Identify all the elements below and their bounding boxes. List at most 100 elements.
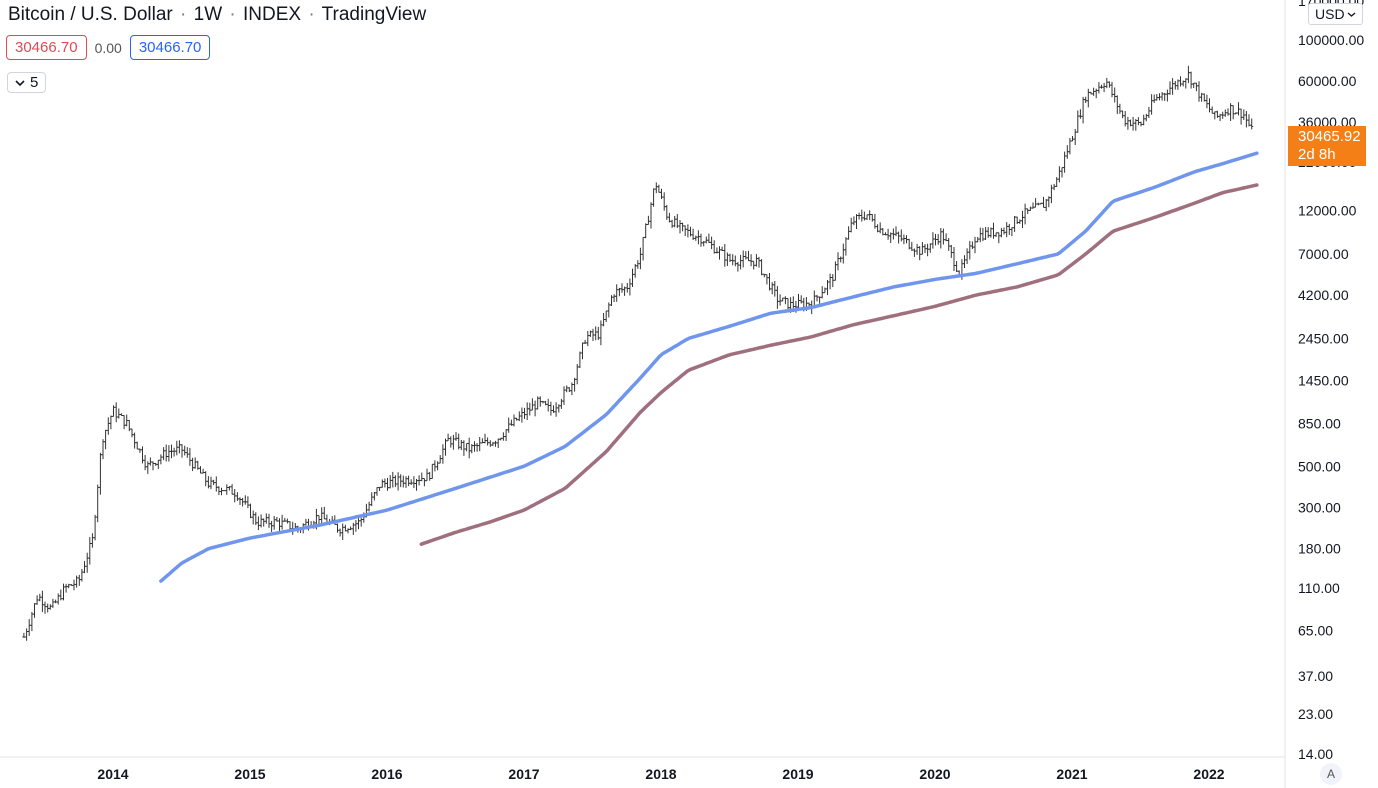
- price-bar: [538, 396, 542, 407]
- currency-select[interactable]: USD: [1308, 3, 1363, 25]
- indicators-toggle-button[interactable]: 5: [7, 72, 47, 93]
- price-bar: [336, 523, 339, 533]
- price-bar: [170, 444, 173, 459]
- price-bar: [346, 528, 350, 534]
- price-bar: [541, 400, 545, 404]
- price-bar: [380, 479, 384, 488]
- price-bar: [565, 385, 569, 393]
- price-bar: [436, 461, 440, 471]
- ohlc-row: 30466.70 0.00 30466.70: [6, 35, 211, 60]
- chart-title: Bitcoin / U.S. Dollar · 1W · INDEX · Tra…: [8, 4, 426, 26]
- price-bar: [915, 243, 919, 255]
- price-bar: [201, 468, 205, 474]
- interval-label[interactable]: 1W: [193, 4, 223, 25]
- price-bar: [747, 250, 750, 262]
- y-tick-label: 180.00: [1298, 541, 1341, 557]
- price-bar: [831, 274, 835, 288]
- price-bar: [183, 445, 187, 456]
- sell-price-button[interactable]: 30466.70: [6, 35, 87, 60]
- price-bar: [75, 575, 79, 588]
- price-bar: [46, 603, 50, 613]
- price-bar: [230, 484, 234, 495]
- price-bar: [1036, 202, 1040, 206]
- price-bar: [1160, 92, 1164, 101]
- quote-currency: U.S. Dollar: [80, 4, 173, 25]
- price-bar: [238, 497, 242, 505]
- price-bar: [826, 280, 829, 295]
- symbol-name[interactable]: Bitcoin: [8, 4, 66, 25]
- price-bar: [955, 261, 959, 272]
- price-bar: [1197, 81, 1201, 102]
- price-bar: [249, 503, 252, 519]
- price-bar: [686, 224, 690, 238]
- price-bar: [981, 227, 985, 242]
- price-bar: [1065, 145, 1069, 159]
- price-bar: [43, 601, 47, 614]
- price-bar: [702, 241, 706, 247]
- y-tick-label: 300.00: [1298, 499, 1341, 515]
- price-bar: [480, 438, 484, 444]
- price-bar: [1152, 94, 1156, 103]
- price-bar: [1115, 95, 1119, 115]
- price-bar: [175, 440, 179, 456]
- price-bar: [528, 402, 532, 416]
- price-bar: [1094, 88, 1098, 99]
- price-bar: [910, 241, 914, 251]
- price-bar: [928, 243, 932, 253]
- price-bar: [35, 595, 39, 605]
- price-bar: [204, 471, 208, 487]
- price-bar: [1176, 79, 1180, 90]
- price-bar: [578, 351, 582, 368]
- price-bar: [947, 238, 951, 251]
- price-bar: [878, 222, 882, 234]
- price-bar: [720, 246, 724, 251]
- price-bar: [633, 264, 637, 278]
- price-bar: [162, 447, 166, 461]
- price-bar: [1126, 116, 1130, 130]
- price-bar: [217, 486, 221, 496]
- price-bar: [275, 517, 279, 522]
- price-bar: [665, 204, 669, 220]
- price-bar: [233, 489, 237, 503]
- price-bar: [586, 331, 590, 347]
- price-bars: [22, 65, 1254, 641]
- price-bar: [1231, 105, 1235, 120]
- price-bar: [636, 260, 640, 269]
- price-bar: [986, 227, 990, 238]
- y-tick-label: 12000.00: [1298, 203, 1357, 219]
- price-bar: [40, 590, 44, 613]
- price-bar: [444, 438, 447, 456]
- price-bar: [583, 339, 587, 344]
- price-bar: [1136, 117, 1140, 126]
- price-axis[interactable]: 170000.00100000.0060000.0036000.0022000.…: [1298, 0, 1364, 762]
- price-bar: [90, 533, 94, 548]
- price-bar: [920, 242, 924, 255]
- x-tick-label: 2016: [371, 766, 402, 782]
- price-bar: [1221, 111, 1225, 119]
- price-bar: [610, 295, 613, 306]
- price-bar: [884, 232, 887, 236]
- price-bar: [604, 310, 608, 322]
- price-bar: [546, 398, 550, 412]
- price-bar: [393, 475, 397, 487]
- title-dot: ·: [180, 4, 187, 25]
- price-bar: [1078, 109, 1082, 119]
- price-bar: [1107, 81, 1111, 88]
- price-bar: [594, 326, 598, 341]
- price-bar: [815, 294, 819, 302]
- buy-price-button[interactable]: 30466.70: [129, 35, 211, 60]
- price-bar: [159, 454, 163, 465]
- auto-scale-button[interactable]: A: [1320, 763, 1342, 785]
- price-bar: [486, 437, 490, 446]
- price-bar: [939, 228, 943, 249]
- price-bar: [549, 401, 553, 416]
- price-bar: [525, 402, 529, 420]
- price-bar: [897, 231, 901, 244]
- time-axis[interactable]: 2014 2015 2016 2017 2018 2019 2020 2021 2022: [97, 766, 1224, 782]
- price-bar: [1165, 89, 1169, 102]
- price-bar: [820, 286, 824, 299]
- price-bar: [399, 474, 403, 488]
- price-bar: [520, 407, 524, 423]
- last-price-label: 30465.92 2d 8h: [1288, 126, 1366, 166]
